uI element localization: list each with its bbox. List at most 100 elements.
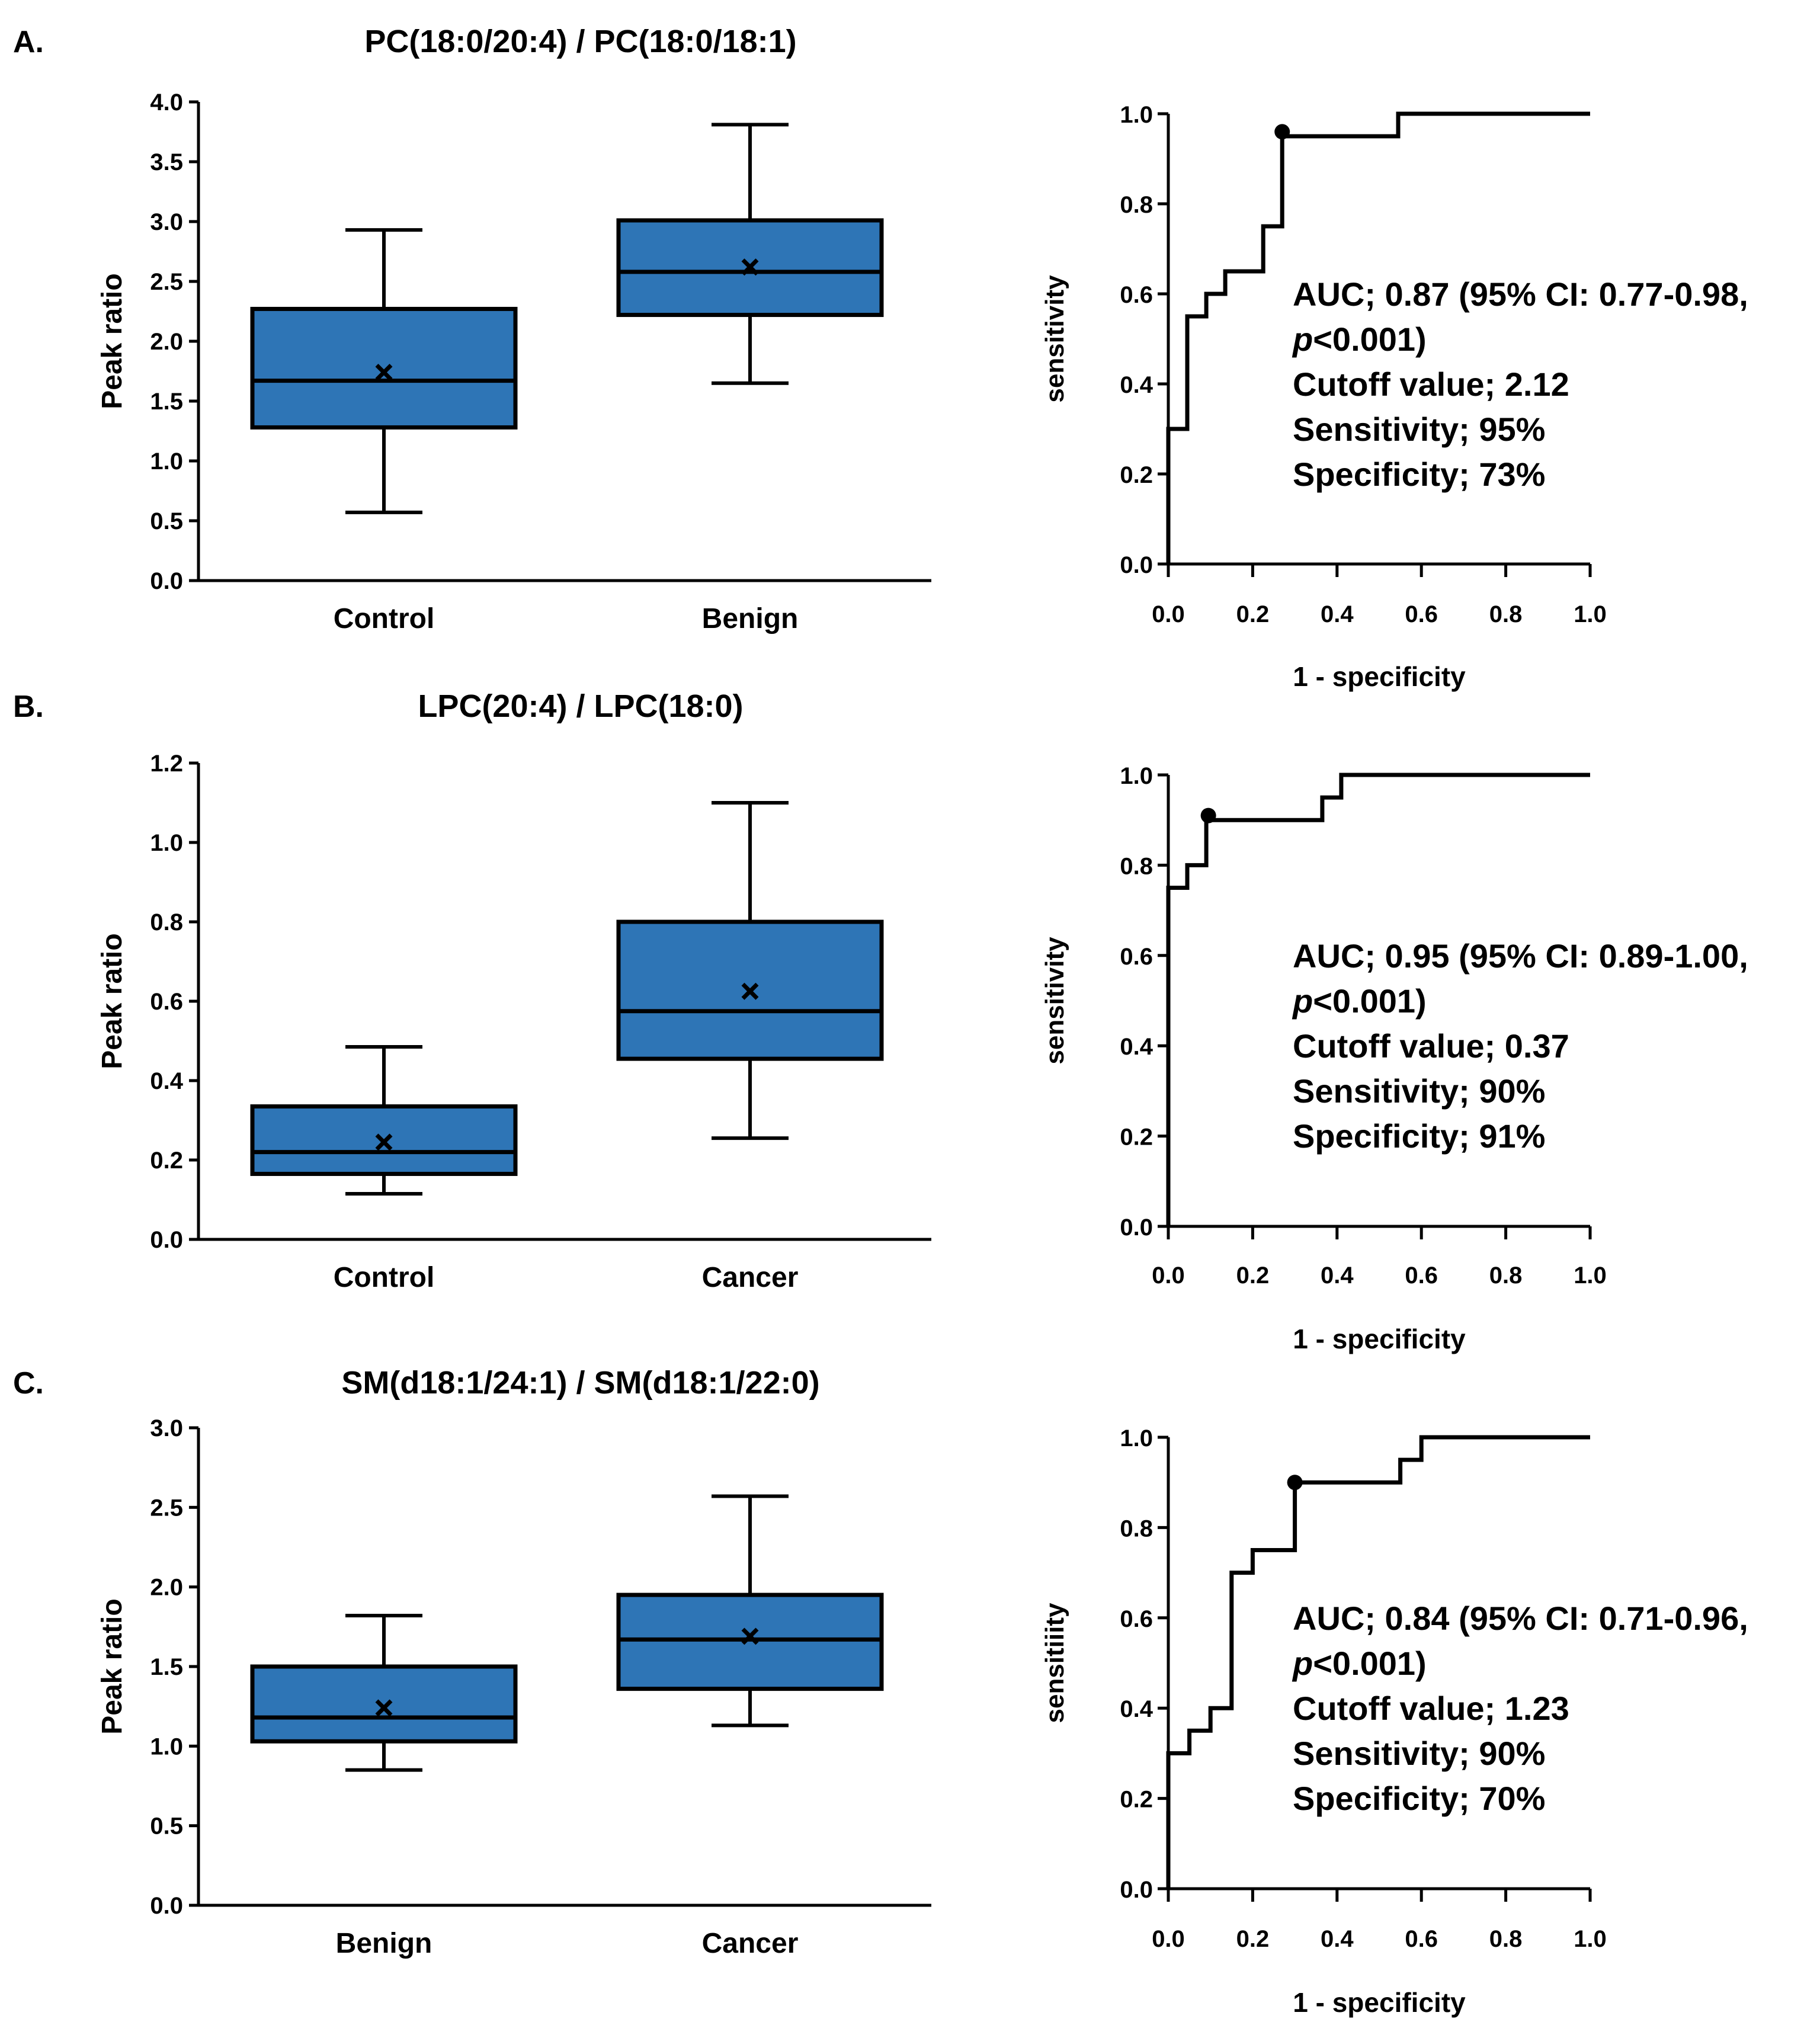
roc-x-tick-label: 0.6 — [1405, 1926, 1438, 1952]
panel-letter: C. — [13, 1366, 44, 1401]
mean-marker — [741, 982, 759, 1000]
y-tick-label: 0.5 — [150, 1813, 183, 1840]
y-tick-label: 1.5 — [150, 1654, 183, 1680]
y-tick-label: 4.0 — [150, 89, 183, 116]
box-control — [250, 1045, 518, 1196]
roc-y-tick-label: 1.0 — [1120, 102, 1153, 128]
roc-x-tick-label: 1.0 — [1574, 1926, 1607, 1952]
y-tick-label: 1.2 — [150, 751, 183, 777]
cutoff-point — [1274, 124, 1290, 140]
roc-y-axis-label: sensitivity — [1040, 937, 1069, 1065]
auc-text: AUC; 0.84 (95% CI: 0.71-0.96, — [1293, 1600, 1748, 1637]
box-benign — [616, 123, 884, 385]
roc-y-tick-label: 1.0 — [1120, 1425, 1153, 1451]
box-cancer — [616, 1494, 884, 1728]
roc-y-tick-label: 0.8 — [1120, 853, 1153, 879]
roc-x-axis-label: 1 - specificity — [1293, 1987, 1466, 2018]
y-tick-label: 2.5 — [150, 1495, 183, 1521]
roc-y-tick-label: 0.8 — [1120, 1515, 1153, 1542]
boxplot: SM(d18:1/24:1) / SM(d18:1/22:0) 0.0 0.5 1.0… — [97, 1365, 931, 1959]
category-label: Cancer — [702, 1928, 799, 1959]
category-label: Benign — [702, 603, 799, 635]
roc-x-tick-label: 0.8 — [1489, 1262, 1523, 1289]
y-tick-label: 1.0 — [150, 448, 183, 475]
y-axis-label: Peak ratio — [97, 273, 128, 409]
roc-x-tick-label: 1.0 — [1574, 601, 1607, 627]
boxplot-title: SM(d18:1/24:1) / SM(d18:1/22:0) — [341, 1365, 819, 1401]
roc-y-tick-label: 0.4 — [1120, 1696, 1153, 1722]
box-cancer — [616, 801, 884, 1140]
roc-line — [1166, 111, 1590, 564]
cutoff-point — [1287, 1475, 1303, 1491]
roc-x-tick-label: 0.2 — [1236, 1926, 1270, 1952]
y-tick-label: 3.0 — [150, 1415, 183, 1441]
roc-y-tick-label: 0.6 — [1120, 282, 1153, 308]
boxplot-title: PC(18:0/20:4) / PC(18:0/18:1) — [364, 24, 796, 59]
cutoff-text: Cutoff value; 0.37 — [1293, 1027, 1569, 1065]
y-tick-label: 0.0 — [150, 1227, 183, 1253]
specificity-text: Specificity; 70% — [1293, 1780, 1545, 1817]
y-tick-label: 0.5 — [150, 508, 183, 534]
y-tick-label: 1.0 — [150, 1733, 183, 1760]
roc-y-tick-label: 1.0 — [1120, 763, 1153, 789]
roc-annotation: AUC; 0.84 (95% CI: 0.71-0.96, p<0.001) Cut… — [1292, 1600, 1748, 1817]
panel-letter: A. — [13, 25, 44, 59]
roc-y-tick-label: 0.2 — [1120, 1124, 1153, 1151]
y-axis-label: Peak ratio — [97, 933, 128, 1069]
roc-x-tick-label: 0.4 — [1321, 601, 1354, 627]
iqr-box — [250, 306, 518, 430]
roc-y-tick-label: 0.0 — [1120, 1215, 1153, 1241]
roc-annotation: AUC; 0.87 (95% CI: 0.77-0.98, p<0.001) Cut… — [1292, 275, 1748, 493]
roc-x-tick-label: 0.6 — [1405, 601, 1438, 627]
y-tick-label: 1.5 — [150, 389, 183, 415]
category-label: Cancer — [702, 1262, 799, 1293]
roc-line — [1166, 1435, 1590, 1889]
roc-x-tick-label: 0.0 — [1152, 1926, 1185, 1952]
y-axis-label: Peak ratio — [97, 1598, 128, 1734]
roc-x-tick-label: 0.4 — [1321, 1926, 1354, 1952]
category-label: Control — [334, 1262, 435, 1293]
sensitivity-text: Sensitivity; 95% — [1293, 411, 1545, 448]
box-benign — [250, 1614, 518, 1772]
mean-marker — [375, 1699, 393, 1717]
roc-y-tick-label: 0.4 — [1120, 372, 1153, 398]
box-control — [250, 228, 518, 514]
y-tick-label: 0.4 — [150, 1068, 183, 1094]
y-tick-label: 2.0 — [150, 329, 183, 355]
roc-curve: 0.0 0.2 0.4 0.6 0.8 1.0 0.0 0.2 0.4 0.6 0.8 1.0 1 - … — [1040, 1425, 1748, 2018]
roc-x-tick-label: 0.0 — [1152, 601, 1185, 627]
y-tick-label: 2.0 — [150, 1575, 183, 1601]
roc-y-axis-label: sensitiiity — [1040, 1603, 1069, 1723]
mean-marker — [741, 258, 759, 276]
specificity-text: Specificity; 73% — [1293, 456, 1545, 493]
roc-curve: 0.0 0.2 0.4 0.6 0.8 1.0 0.0 0.2 0.4 0.6 0.8 1.0 1 - … — [1040, 763, 1748, 1354]
auc-text: AUC; 0.95 (95% CI: 0.89-1.00, — [1293, 937, 1748, 975]
y-tick-label: 2.5 — [150, 269, 183, 295]
roc-y-tick-label: 0.2 — [1120, 1787, 1153, 1813]
mean-marker — [741, 1627, 759, 1645]
roc-y-tick-label: 0.8 — [1120, 192, 1153, 218]
panel-letter: B. — [13, 690, 44, 724]
cutoff-point — [1200, 807, 1216, 823]
sensitivity-text: Sensitivity; 90% — [1293, 1735, 1545, 1772]
roc-x-tick-label: 0.8 — [1489, 1926, 1523, 1952]
p-value-text: p<0.001) — [1292, 321, 1427, 358]
roc-x-tick-label: 0.2 — [1236, 1262, 1270, 1289]
roc-y-tick-label: 0.0 — [1120, 1877, 1153, 1903]
y-tick-label: 0.0 — [150, 1893, 183, 1919]
boxplot: PC(18:0/20:4) / PC(18:0/18:1) 0.0 0.5 1.0 1.… — [97, 24, 931, 635]
roc-x-tick-label: 0.8 — [1489, 601, 1523, 627]
y-tick-label: 0.6 — [150, 989, 183, 1015]
roc-x-tick-label: 1.0 — [1574, 1262, 1607, 1289]
roc-annotation: AUC; 0.95 (95% CI: 0.89-1.00, p<0.001) Cut… — [1292, 937, 1748, 1155]
p-value-text: p<0.001) — [1292, 982, 1427, 1020]
roc-x-tick-label: 0.4 — [1321, 1262, 1354, 1289]
y-tick-label: 0.8 — [150, 909, 183, 935]
iqr-box — [250, 1664, 518, 1744]
roc-x-tick-label: 0.0 — [1152, 1262, 1185, 1289]
y-tick-label: 1.0 — [150, 830, 183, 856]
roc-x-axis-label: 1 - specificity — [1293, 1324, 1466, 1354]
roc-y-tick-label: 0.0 — [1120, 552, 1153, 578]
roc-y-tick-label: 0.6 — [1120, 944, 1153, 970]
